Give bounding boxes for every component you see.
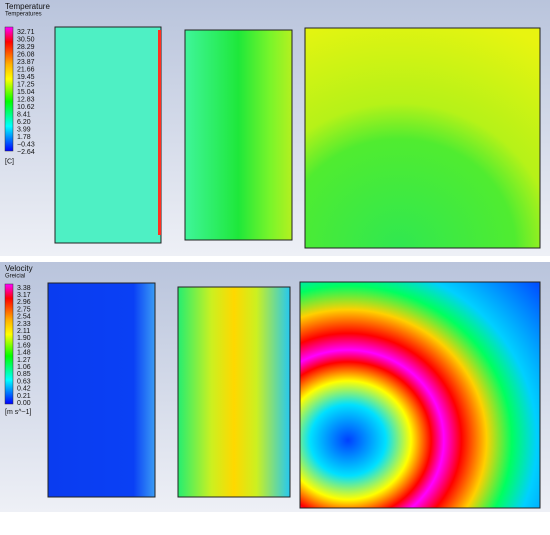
- colorbar: [4, 283, 14, 405]
- colorbar-tick-label: 10.62: [17, 104, 35, 111]
- panel-title: Velocity: [5, 264, 33, 273]
- contour-plot: [177, 286, 291, 498]
- colorbar-tick-label: 1.06: [17, 364, 31, 371]
- colorbar-tick-label: −0.43: [17, 141, 35, 148]
- colorbar-tick-label: 3.99: [17, 126, 31, 133]
- colorbar-tick-label: 2.54: [17, 314, 31, 321]
- contour-plot: [304, 27, 541, 249]
- colorbar-tick-label: 0.63: [17, 378, 31, 385]
- colorbar-tick-label: 1.69: [17, 342, 31, 349]
- panel-subtitle: Greicial: [5, 274, 25, 280]
- contour-plot: [299, 281, 541, 509]
- contour-plot: [47, 282, 156, 498]
- colorbar-tick-label: 2.11: [17, 328, 30, 335]
- colorbar-tick-label: 2.33: [17, 321, 31, 328]
- colorbar-tick-label: 1.48: [17, 350, 31, 357]
- contour-plot: [54, 26, 162, 244]
- colorbar-tick-label: 2.96: [17, 299, 31, 306]
- colorbar-tick-label: 1.78: [17, 134, 31, 141]
- colorbar-tick-label: −2.64: [17, 149, 35, 156]
- colorbar-tick-label: 15.04: [17, 89, 35, 96]
- colorbar-tick-label: 0.21: [17, 393, 31, 400]
- contour-plot: [158, 30, 161, 235]
- panel-subtitle: Temperatures: [5, 12, 42, 18]
- colorbar-tick-label: 2.75: [17, 306, 31, 313]
- colorbar-tick-label: 12.83: [17, 96, 35, 103]
- colorbar-tick-label: 0.42: [17, 386, 31, 393]
- panel-title: Temperature: [5, 2, 50, 11]
- colorbar-tick-label: 30.50: [17, 36, 35, 43]
- colorbar-tick-label: 6.20: [17, 119, 31, 126]
- colorbar-tick-label: 0.00: [17, 400, 31, 407]
- colorbar-tick-label: 32.71: [17, 29, 35, 36]
- colorbar-unit: [C]: [5, 158, 14, 165]
- colorbar-tick-label: 21.66: [17, 66, 35, 73]
- velocity-panel: [0, 262, 550, 512]
- colorbar-tick-label: 28.29: [17, 44, 35, 51]
- colorbar-tick-label: 3.38: [17, 285, 31, 292]
- colorbar-tick-label: 26.08: [17, 51, 35, 58]
- colorbar: [4, 26, 14, 152]
- colorbar-tick-label: 19.45: [17, 74, 35, 81]
- temperature-panel: [0, 0, 550, 256]
- colorbar-tick-label: 1.27: [17, 357, 31, 364]
- contour-plot: [184, 29, 293, 241]
- colorbar-tick-label: 3.17: [17, 292, 31, 299]
- colorbar-tick-label: 1.90: [17, 335, 31, 342]
- colorbar-tick-label: 17.25: [17, 81, 35, 88]
- colorbar-unit: [m s^−1]: [5, 409, 31, 416]
- colorbar-tick-label: 0.85: [17, 371, 31, 378]
- colorbar-tick-label: 8.41: [17, 111, 31, 118]
- colorbar-tick-label: 23.87: [17, 59, 35, 66]
